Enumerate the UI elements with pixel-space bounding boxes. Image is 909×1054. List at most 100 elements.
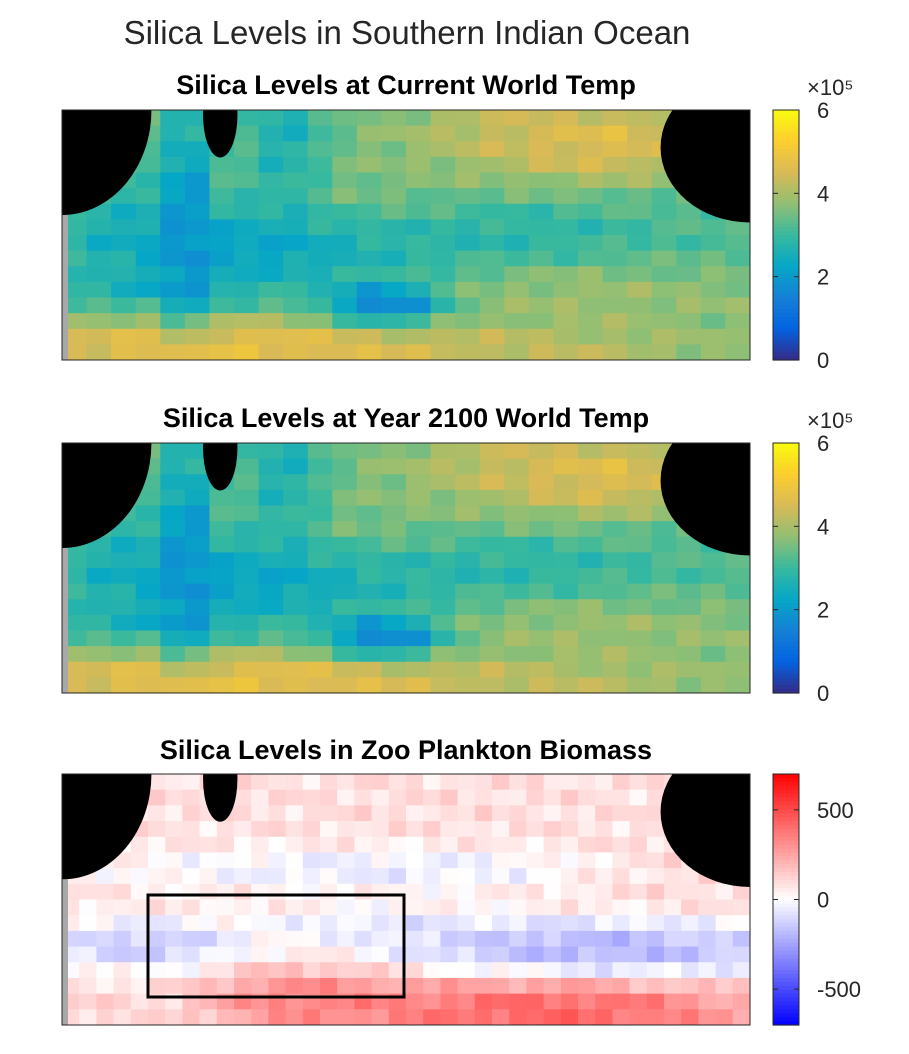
panel-2-cell bbox=[455, 474, 481, 491]
panel-1-cell bbox=[234, 328, 260, 345]
panel-2-cell bbox=[86, 661, 112, 678]
panel-3-cell bbox=[199, 915, 218, 932]
panel-2-cell bbox=[676, 661, 702, 678]
panel-1-cell bbox=[627, 188, 653, 205]
colorbar-2-step bbox=[773, 532, 799, 538]
panel-3-axes-box bbox=[61, 773, 751, 1026]
panel-3-cell bbox=[560, 962, 579, 979]
panel-1-cell bbox=[602, 219, 628, 236]
panel-2-cell bbox=[504, 552, 530, 569]
panel-1-cell bbox=[700, 250, 727, 267]
panel-1-cell bbox=[234, 297, 260, 314]
panel-3-cell bbox=[268, 946, 287, 963]
panel-2-cell bbox=[725, 630, 750, 647]
panel-3-cell bbox=[423, 805, 441, 822]
panel-1-cell bbox=[528, 125, 555, 142]
panel-1-cell bbox=[578, 219, 604, 236]
panel-2-cell bbox=[209, 552, 235, 569]
panel-1-cell bbox=[381, 219, 407, 236]
panel-3-cell bbox=[492, 821, 510, 838]
panel-1-cell bbox=[627, 266, 653, 283]
colorbar-3-step bbox=[773, 954, 799, 959]
panel-2-cell bbox=[184, 646, 211, 663]
colorbar-3-step bbox=[773, 887, 799, 893]
panel-2-cell bbox=[602, 489, 628, 507]
panel-1-cell bbox=[455, 328, 481, 345]
panel-1-cell bbox=[184, 344, 211, 360]
colorbar-3-step bbox=[773, 942, 799, 948]
panel-2-cell bbox=[406, 505, 432, 522]
panel-3-cells bbox=[62, 774, 750, 1025]
panel-3-cell bbox=[302, 852, 321, 869]
panel-2-cell bbox=[627, 505, 653, 522]
panel-3-cell bbox=[612, 946, 631, 963]
panel-1-cell bbox=[283, 281, 309, 299]
panel-3-cell bbox=[646, 805, 665, 822]
panel-3-cell bbox=[543, 883, 562, 901]
panel-3-cell bbox=[96, 946, 115, 963]
panel-1-cell bbox=[135, 313, 161, 330]
panel-2-cell bbox=[111, 568, 137, 585]
panel-3-cell bbox=[612, 821, 631, 838]
panel-3-cell bbox=[646, 930, 665, 948]
panel-3-cell bbox=[509, 915, 527, 932]
panel-3-cell bbox=[646, 899, 665, 916]
panel-3-cell bbox=[595, 930, 613, 948]
panel-3-cell bbox=[509, 789, 527, 806]
panel-3-cell bbox=[406, 993, 424, 1010]
panel-2-cell bbox=[578, 661, 604, 678]
panel-1-cell bbox=[307, 344, 333, 360]
panel-1-cell bbox=[725, 235, 750, 252]
panel-3-cell bbox=[612, 1009, 631, 1025]
panel-3-cell bbox=[354, 915, 373, 932]
panel-2-cell bbox=[725, 677, 750, 693]
africa-landmass bbox=[62, 443, 152, 548]
colorbar-2-tick-label: 6 bbox=[817, 431, 829, 456]
panel-2-cell bbox=[602, 630, 628, 647]
panel-2-cell bbox=[479, 677, 505, 693]
panel-3-cell bbox=[388, 774, 407, 791]
panel-1-cell bbox=[184, 250, 211, 267]
panel-3-cell bbox=[595, 805, 613, 822]
panel-3-cell bbox=[698, 883, 717, 901]
colorbar-3-step bbox=[773, 848, 799, 854]
panel-2-cell bbox=[209, 505, 235, 522]
colorbar-3-step bbox=[773, 981, 799, 987]
panel-3-cell bbox=[268, 805, 287, 822]
panel-3-cell bbox=[440, 821, 459, 838]
panel-3-cell bbox=[560, 883, 579, 901]
panel-3-cell bbox=[165, 962, 183, 979]
colorbar-3-step bbox=[773, 774, 799, 779]
panel-1-cell bbox=[62, 250, 88, 267]
panel-3-cell bbox=[182, 946, 201, 963]
panel-2-cell bbox=[406, 614, 432, 632]
panel-1-cell bbox=[406, 344, 432, 360]
panel-1-cell bbox=[184, 188, 211, 205]
panel-3-cell bbox=[492, 883, 510, 901]
panel-1-cell bbox=[209, 297, 235, 314]
panel-3-cell bbox=[543, 930, 562, 948]
panel-1-cell bbox=[676, 328, 702, 345]
panel-1-cell bbox=[528, 297, 555, 314]
panel-3-cell bbox=[251, 852, 269, 869]
panel-3-cell bbox=[509, 946, 527, 963]
panel-3-cell bbox=[406, 868, 424, 885]
panel-3-cell bbox=[698, 930, 717, 948]
panel-2-cell bbox=[430, 505, 456, 522]
colorbar-3-step bbox=[773, 891, 799, 897]
panel-2-cell bbox=[184, 489, 211, 507]
colorbar-3-step bbox=[773, 1013, 799, 1018]
colorbar-2-step bbox=[773, 462, 799, 468]
panel-2-cell bbox=[307, 521, 333, 538]
panel-1-cell bbox=[307, 141, 333, 158]
panel-1-cell bbox=[528, 141, 555, 158]
panel-1-cell bbox=[725, 250, 750, 267]
panel-2-cell bbox=[430, 630, 456, 647]
panel-3-cell bbox=[285, 789, 304, 806]
panel-1-cell bbox=[209, 203, 235, 220]
colorbar-2-step bbox=[773, 614, 799, 620]
panel-1-cell bbox=[455, 219, 481, 236]
colorbar-2-step bbox=[773, 603, 799, 608]
panel-3-cell bbox=[629, 805, 648, 822]
panel-3-cell bbox=[251, 915, 269, 932]
